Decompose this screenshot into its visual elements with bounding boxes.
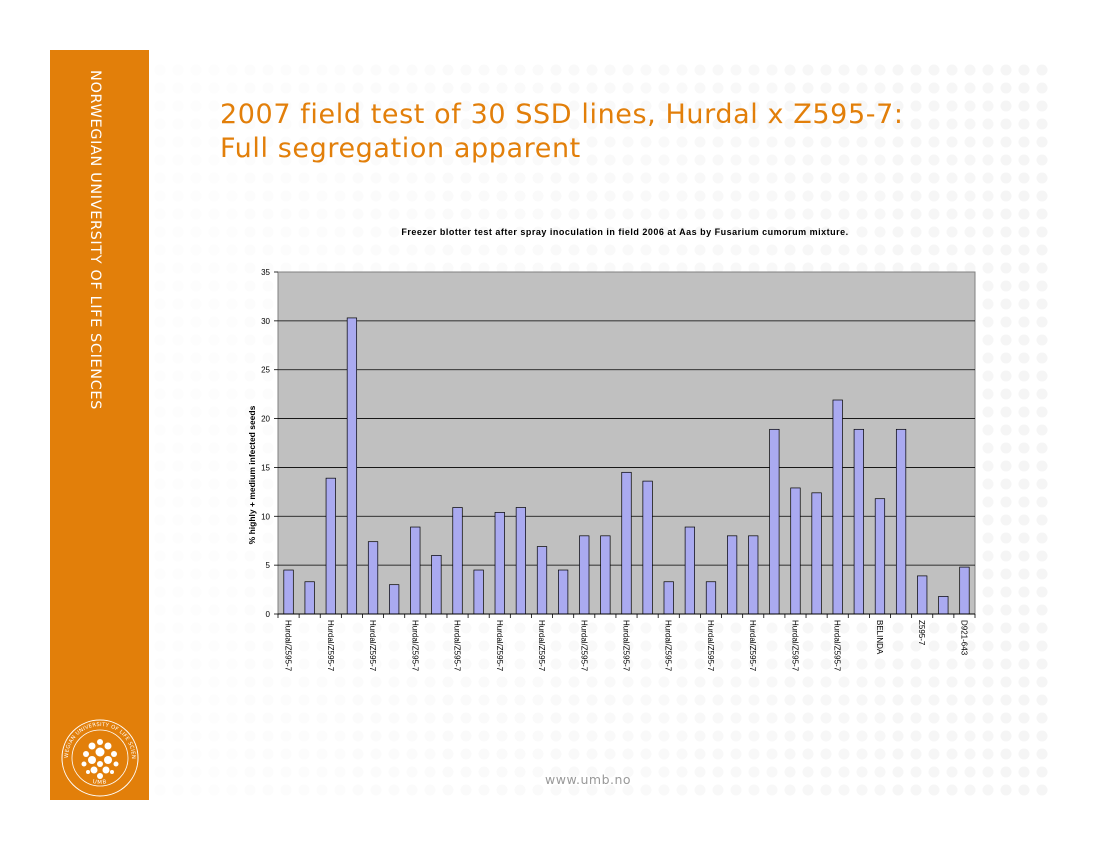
bar [558,569,569,615]
x-tick-label: Hurdal/Z595-7 [833,620,842,672]
x-tick-label: Hurdal/Z595-7 [748,620,757,672]
bar [473,569,484,615]
bar [304,581,315,615]
bar [895,428,907,615]
x-tick-label: Hurdal/Z595-7 [622,620,631,672]
bar [811,492,822,615]
bar [431,555,442,615]
y-tick-label: 25 [261,366,270,375]
bar [515,507,526,615]
y-tick-label: 30 [261,317,270,326]
bar [579,535,590,615]
bar [727,535,738,615]
bar [684,526,695,615]
university-name: NORWEGIAN UNIVERSITY OF LIFE SCIENCES [87,70,103,410]
bar [769,428,780,615]
x-tick-label: Z595-7 [917,620,926,646]
x-tick-label: Hurdal/Z595-7 [706,620,715,672]
bar [452,507,463,615]
x-tick-label: Hurdal/Z595-7 [579,620,588,672]
bar [367,541,379,615]
bar [410,526,421,615]
bar [874,498,886,615]
footer-url: www.umb.no [545,772,632,787]
y-tick-label: 15 [261,463,270,472]
y-tick-label: 0 [266,610,271,619]
y-tick-label: 35 [261,268,270,277]
bar [642,480,653,615]
bar [346,317,358,615]
y-axis-label: % highly + medium infected seeds [247,405,257,544]
bar [536,546,548,615]
title-line-2: Full segregation apparent [220,133,581,164]
x-tick-label: Hurdal/Z595-7 [664,620,673,672]
y-tick-label: 5 [266,561,271,570]
bar [790,487,801,615]
bar-chart: Freezer blotter test after spray inocula… [247,227,976,672]
bar [494,512,505,615]
x-tick-label: Hurdal/Z595-7 [453,620,462,672]
bar [959,566,970,615]
title-line-1: 2007 field test of 30 SSD lines, Hurdal … [220,99,904,130]
bar [621,471,632,615]
bar [663,581,674,615]
y-tick-label: 20 [261,415,270,424]
university-logo: NORWEGIAN UNIVERSITY OF LIFE SCIENCES UM… [58,716,139,797]
slide-title: 2007 field test of 30 SSD lines, Hurdal … [220,98,904,166]
bar [600,535,611,615]
bar [832,399,843,615]
slide: NORWEGIAN UNIVERSITY OF LIFE SCIENCES NO… [50,50,1050,800]
x-tick-label: Hurdal/Z595-7 [495,620,504,672]
bar [853,428,864,615]
x-tick-label: BELINDA [875,620,884,655]
x-tick-label: Hurdal/Z595-7 [368,620,377,672]
logo-text-bottom: UMB [92,779,107,786]
bar [938,596,949,615]
x-tick-label: Hurdal/Z595-7 [284,620,293,672]
chart-title: Freezer blotter test after spray inocula… [401,227,848,237]
bar [705,581,717,615]
x-tick-label: Hurdal/Z595-7 [790,620,799,672]
bar [283,569,294,615]
bar [917,575,928,615]
x-tick-label: Hurdal/Z595-7 [537,620,546,672]
bar [325,477,336,615]
x-tick-label: D921-643 [959,620,968,656]
svg-text:UMB: UMB [92,779,108,786]
y-tick-label: 10 [261,512,270,521]
bar [389,584,400,615]
x-tick-label: Hurdal/Z595-7 [326,620,335,672]
bar [748,535,759,615]
university-sidebar: NORWEGIAN UNIVERSITY OF LIFE SCIENCES NO… [50,50,149,800]
x-tick-label: Hurdal/Z595-7 [410,620,419,672]
